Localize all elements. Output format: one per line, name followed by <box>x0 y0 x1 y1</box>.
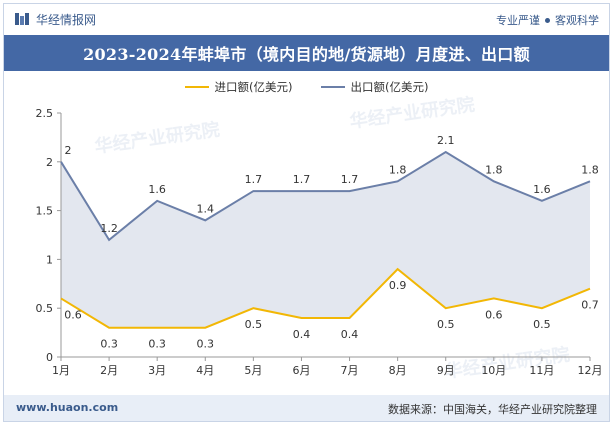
x-tick-label: 5月 <box>244 364 262 377</box>
legend-swatch-import <box>184 86 209 88</box>
y-tick-label: 2 <box>46 156 53 169</box>
y-tick-label: 0.5 <box>36 302 54 315</box>
export-series-line <box>60 150 591 242</box>
x-tick-label: 6月 <box>292 364 310 377</box>
export-data-label: 1.6 <box>148 183 166 196</box>
legend-item-export: 出口额(亿美元) <box>320 78 429 96</box>
export-data-label: 2.1 <box>437 134 455 147</box>
import-data-label: 0.7 <box>581 299 599 312</box>
legend-label-export: 出口额(亿美元) <box>350 80 429 94</box>
legend-label-import: 进口额(亿美元) <box>214 80 293 94</box>
footer: www.huaon.com 数据来源：中国海关，华经产业研究院整理 <box>4 395 609 421</box>
import-data-label: 0.9 <box>389 279 407 292</box>
import-data-label: 0.3 <box>148 338 166 351</box>
brand: 华经情报网 <box>14 11 96 27</box>
x-tick-label: 10月 <box>481 364 506 377</box>
area-between-series <box>61 152 590 328</box>
bullet-dot-icon <box>545 17 550 23</box>
import-data-label: 0.5 <box>437 318 455 331</box>
import-data-label: 0.3 <box>197 338 215 351</box>
y-tick-label: 2.5 <box>36 107 54 120</box>
legend-swatch-export <box>320 86 345 88</box>
x-tick-label: 4月 <box>196 364 214 377</box>
export-data-label: 1.8 <box>485 163 503 176</box>
import-data-label: 0.4 <box>341 328 359 341</box>
export-data-label: 1.8 <box>389 163 407 176</box>
export-data-label: 1.4 <box>197 202 215 215</box>
import-data-label: 0.4 <box>293 328 311 341</box>
export-data-label: 1.7 <box>293 173 311 186</box>
x-tick-label: 11月 <box>529 364 554 377</box>
import-series-line <box>60 267 591 329</box>
x-tick-label: 2月 <box>100 364 118 377</box>
chart-legend: 进口额(亿美元) 出口额(亿美元) <box>4 78 609 96</box>
chart-title: 2023-2024年蚌埠市（境内目的地/货源地）月度进、出口额 <box>4 35 609 71</box>
import-data-label: 0.6 <box>485 308 503 321</box>
tagline: 专业严谨 客观科学 <box>496 12 599 28</box>
export-data-label: 1.7 <box>245 173 263 186</box>
x-tick-label: 9月 <box>437 364 455 377</box>
export-data-label: 1.7 <box>341 173 359 186</box>
brand-name: 华经情报网 <box>36 12 97 27</box>
x-tick-label: 1月 <box>52 364 70 377</box>
y-tick-label: 1.5 <box>36 205 54 218</box>
tagline-left: 专业严谨 <box>496 14 540 27</box>
import-data-label: 0.6 <box>64 308 82 321</box>
legend-item-import: 进口额(亿美元) <box>184 78 293 96</box>
import-data-label: 0.5 <box>245 318 263 331</box>
export-data-label: 1.2 <box>100 222 118 235</box>
chart-frame: 华经情报网 专业严谨 客观科学 2023-2024年蚌埠市（境内目的地/货源地）… <box>3 3 610 422</box>
tagline-right: 客观科学 <box>555 14 599 27</box>
footer-source: 数据来源：中国海关，华经产业研究院整理 <box>388 403 597 416</box>
export-data-label: 1.8 <box>581 163 599 176</box>
import-data-label: 0.3 <box>100 338 118 351</box>
footer-url[interactable]: www.huaon.com <box>16 401 119 414</box>
y-tick-label: 0 <box>46 351 53 364</box>
line-chart: 0 0.5 1 1.5 2 2.5 1月 2月 3月 4月 5月 6月 7月 8月 9月 10月 11月 12月 2… <box>36 107 603 377</box>
import-data-label: 0.5 <box>533 318 551 331</box>
x-tick-label: 3月 <box>148 364 166 377</box>
y-tick-label: 1 <box>46 253 53 266</box>
export-data-label: 1.6 <box>533 183 551 196</box>
brand-logo-icon <box>15 13 29 25</box>
x-tick-label: 8月 <box>389 364 407 377</box>
export-data-label: 2 <box>65 144 72 157</box>
top-bar: 华经情报网 专业严谨 客观科学 <box>4 4 609 34</box>
x-tick-label: 12月 <box>578 364 603 377</box>
x-tick-label: 7月 <box>341 364 359 377</box>
